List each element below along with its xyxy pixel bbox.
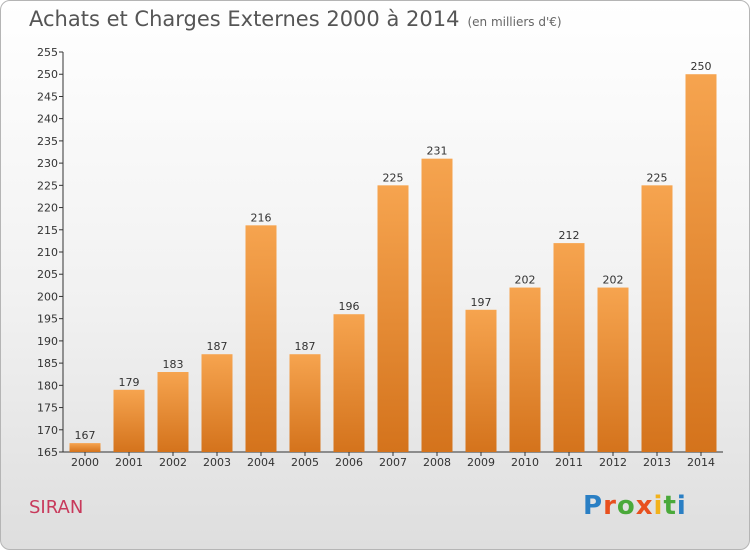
y-tick-label: 205 (37, 268, 58, 281)
y-tick-label: 215 (37, 224, 58, 237)
value-label: 212 (559, 229, 580, 242)
bar (553, 243, 585, 452)
x-tick-label: 2006 (335, 456, 363, 469)
bar (509, 287, 541, 452)
bar (157, 372, 189, 452)
logo-letter: x (635, 491, 654, 521)
y-tick-label: 175 (37, 402, 58, 415)
y-tick-label: 210 (37, 246, 58, 259)
x-tick-label: 2014 (687, 456, 715, 469)
bar (421, 158, 453, 452)
logo-letter: i (653, 491, 664, 521)
x-tick-label: 2004 (247, 456, 275, 469)
bar (113, 389, 145, 452)
y-tick-label: 230 (37, 157, 58, 170)
y-tick-label: 185 (37, 357, 58, 370)
logo-letter: o (616, 491, 636, 521)
x-tick-label: 2011 (555, 456, 583, 469)
value-label: 187 (207, 340, 228, 353)
y-tick-label: 250 (37, 68, 58, 81)
value-labels: 167 179 183 187 216 187 196 225 231 197 202 212 202 2… (75, 60, 712, 442)
y-tick-label: 195 (37, 313, 58, 326)
x-tick-label: 2012 (599, 456, 627, 469)
bar (377, 185, 409, 453)
y-tick-label: 200 (37, 290, 58, 303)
chart-title: Achats et Charges Externes 2000 à 2014 (e… (29, 7, 562, 31)
chart-title-text: Achats et Charges Externes 2000 à 2014 (29, 7, 460, 31)
chart-axes: 165 170 175 180 185 190 195 200 205 210 215 220 225 2… (37, 46, 723, 469)
y-tick-label: 170 (37, 424, 58, 437)
value-label: 179 (119, 376, 140, 389)
logo-letter: P (583, 491, 604, 521)
y-tick-label: 225 (37, 179, 58, 192)
bar (597, 287, 629, 452)
x-tick-label: 2007 (379, 456, 407, 469)
x-tick-label: 2005 (291, 456, 319, 469)
value-label: 167 (75, 429, 96, 442)
chart-unit: (en milliers d'€) (467, 15, 562, 29)
x-tick-label: 2010 (511, 456, 539, 469)
bar (685, 74, 717, 452)
y-tick-label: 180 (37, 379, 58, 392)
value-label: 183 (163, 358, 184, 371)
x-tick-label: 2008 (423, 456, 451, 469)
x-tick-label: 2001 (115, 456, 143, 469)
x-tick-label: 2013 (643, 456, 671, 469)
value-label: 216 (251, 211, 272, 224)
y-tick-label: 255 (37, 46, 58, 59)
bar (69, 443, 101, 452)
bar (289, 354, 321, 452)
value-label: 196 (339, 300, 360, 313)
value-label: 225 (383, 171, 404, 184)
value-label: 202 (603, 274, 624, 287)
x-tick-label: 2002 (159, 456, 187, 469)
y-tick-label: 220 (37, 202, 58, 215)
value-label: 187 (295, 340, 316, 353)
proxiti-logo[interactable]: Proxiti (583, 491, 687, 521)
bar (641, 185, 673, 453)
x-tick-label: 2003 (203, 456, 231, 469)
y-tick-label: 245 (37, 90, 58, 103)
value-label: 231 (427, 145, 448, 158)
bar (333, 314, 365, 452)
value-label: 250 (691, 60, 712, 73)
value-label: 197 (471, 296, 492, 309)
bar (245, 225, 277, 452)
logo-letter: i (676, 491, 687, 521)
bar (465, 309, 497, 452)
commune-name: SIRAN (29, 497, 84, 518)
value-label: 225 (647, 171, 668, 184)
y-tick-label: 165 (37, 446, 58, 459)
x-tick-label: 2009 (467, 456, 495, 469)
y-tick-label: 240 (37, 113, 58, 126)
bar (201, 354, 233, 452)
x-tick-label: 2000 (71, 456, 99, 469)
y-tick-label: 190 (37, 335, 58, 348)
logo-letter: r (603, 491, 617, 521)
y-tick-label: 235 (37, 135, 58, 148)
value-label: 202 (515, 274, 536, 287)
logo-letter: t (663, 491, 677, 521)
bar-series (69, 74, 717, 453)
